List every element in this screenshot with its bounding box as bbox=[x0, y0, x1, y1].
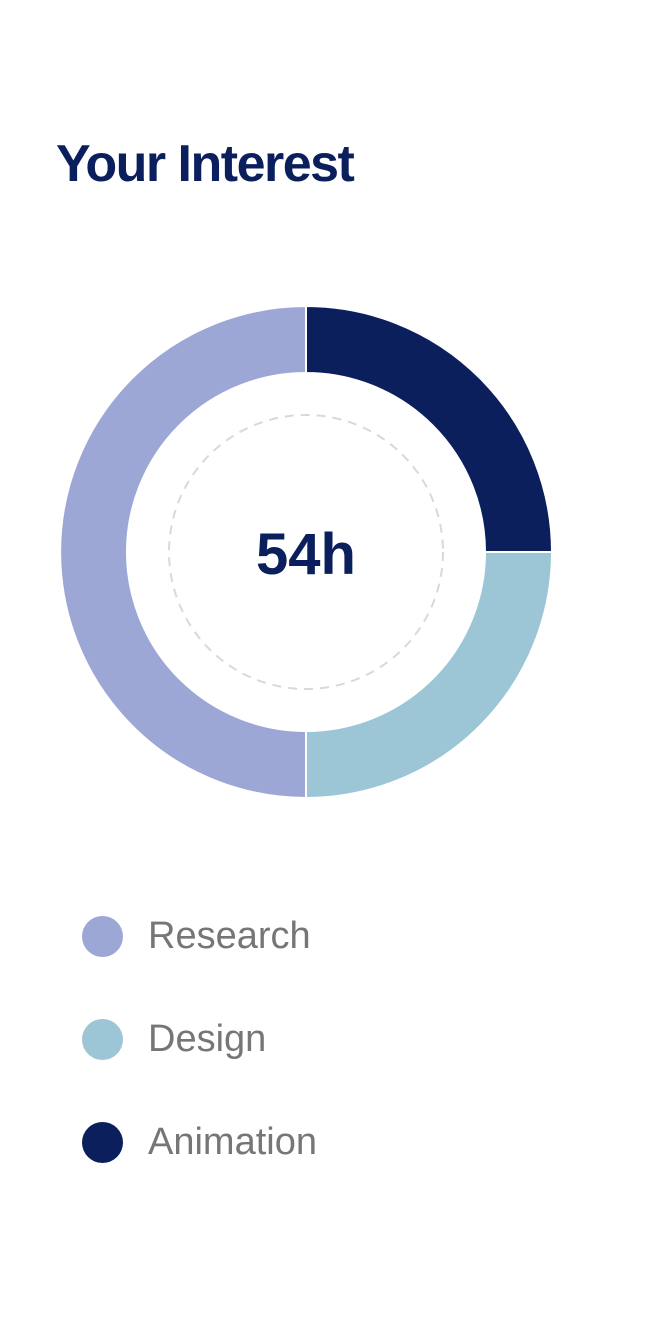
legend-swatch-animation bbox=[82, 1121, 123, 1163]
legend-item-design: Design bbox=[82, 1015, 317, 1063]
legend-label-animation: Animation bbox=[148, 1121, 317, 1163]
donut-slice-design bbox=[305, 551, 554, 800]
legend-swatch-design bbox=[82, 1018, 123, 1060]
center-total-label: 54h bbox=[256, 522, 356, 587]
legend-swatch-research bbox=[82, 915, 123, 957]
legend-item-research: Research bbox=[82, 912, 317, 960]
donut-slice-research bbox=[59, 304, 307, 800]
donut-slice-animation bbox=[305, 304, 554, 553]
card-title: Your Interest bbox=[56, 135, 355, 193]
donut-slices bbox=[59, 304, 554, 800]
chart-legend: Research Design Animation bbox=[82, 912, 317, 1221]
legend-label-research: Research bbox=[148, 915, 311, 957]
inner-dashed-ring bbox=[168, 414, 444, 690]
legend-item-animation: Animation bbox=[82, 1118, 317, 1166]
legend-label-design: Design bbox=[148, 1018, 267, 1060]
